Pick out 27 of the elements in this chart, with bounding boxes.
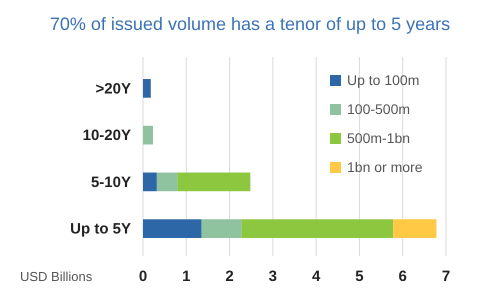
bar [201, 219, 242, 238]
y-tick-label: 10-20Y [82, 127, 131, 144]
x-tick-label: 1 [182, 268, 190, 285]
chart-title: 70% of issued volume has a tenor of up to 5 years [50, 14, 450, 34]
legend-label: 500m-1bn [347, 130, 410, 146]
x-axis-title: USD Billions [20, 269, 93, 284]
x-tick-label: 6 [398, 268, 407, 285]
y-tick-label: 5-10Y [90, 174, 131, 191]
bar [242, 219, 394, 238]
x-tick-label: 3 [268, 268, 278, 285]
bar [156, 172, 178, 192]
x-tick-label: 2 [225, 268, 234, 285]
bar [143, 79, 151, 98]
bar [393, 219, 436, 238]
x-tick-label: 7 [442, 268, 450, 285]
legend-label: 100-500m [347, 101, 410, 117]
y-tick-label: >20Y [96, 80, 131, 98]
bar [143, 126, 153, 144]
legend-label: Up to 100m [347, 72, 420, 88]
legend-label: 1bn or more [347, 159, 423, 175]
bar [143, 172, 157, 192]
bar [143, 219, 202, 238]
bar [178, 172, 250, 192]
x-tick-label: 4 [312, 268, 321, 285]
x-tick-label: 5 [355, 268, 364, 285]
x-tick-label: 0 [138, 268, 148, 285]
y-tick-label: Up to 5Y [70, 220, 131, 238]
